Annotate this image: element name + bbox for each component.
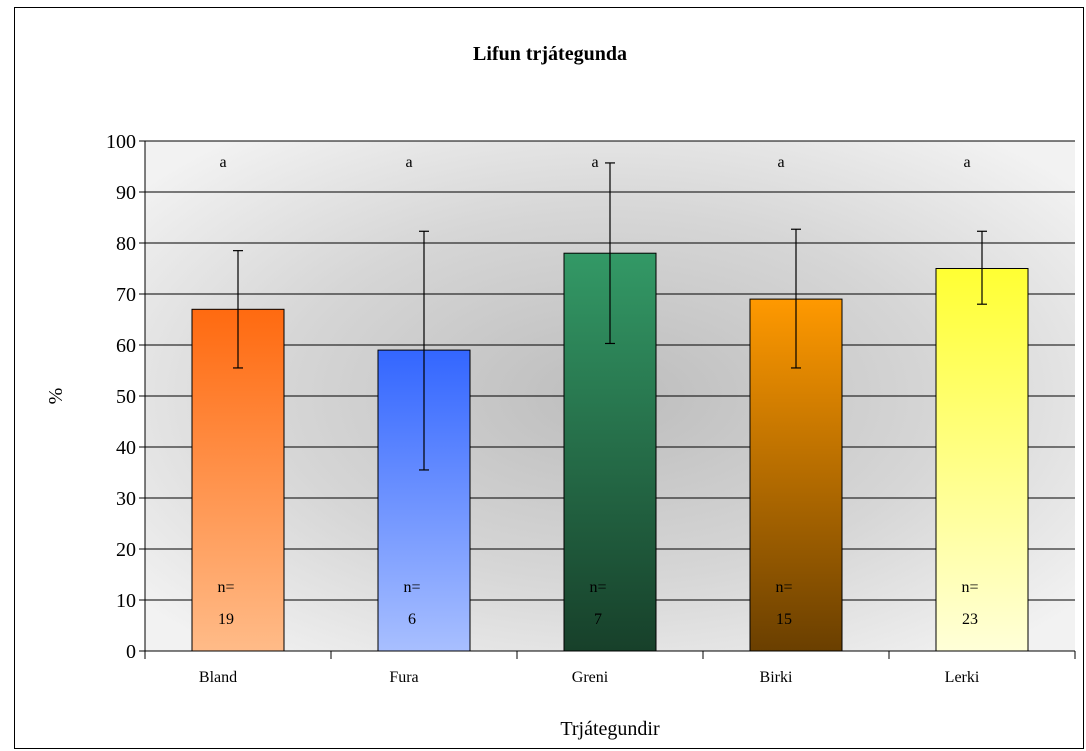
y-axis: 0 10 20 30 40 50 60 70 80 90 100	[106, 131, 146, 663]
significance-letter: a	[405, 154, 412, 171]
category-label: Fura	[389, 669, 418, 686]
n-value: 6	[408, 611, 416, 628]
category-label: Lerki	[945, 669, 980, 686]
n-label: n=	[961, 579, 978, 596]
y-tick-label: 30	[116, 488, 136, 510]
y-tick-label: 10	[116, 590, 136, 612]
n-value: 23	[962, 611, 978, 628]
y-tick-label: 50	[116, 386, 136, 408]
category-label: Greni	[572, 669, 609, 686]
error-bars	[233, 162, 987, 471]
x-axis: Bland Fura Greni Birki Lerki	[144, 650, 1076, 686]
y-tick-label: 70	[116, 284, 136, 306]
category-label: Bland	[199, 669, 237, 686]
y-tick-label: 100	[106, 131, 136, 153]
n-value: 15	[776, 611, 792, 628]
n-label: n=	[403, 579, 420, 596]
significance-letter: a	[963, 154, 970, 171]
significance-letter: a	[219, 154, 226, 171]
significance-letter: a	[777, 154, 784, 171]
y-tick-label: 90	[116, 182, 136, 204]
sample-size-labels: n= 19 n= 6 n= 7 n= 15 n= 23	[217, 579, 978, 628]
y-tick-label: 20	[116, 539, 136, 561]
y-axis-label: %	[45, 388, 67, 405]
x-axis-label: Trjátegundir	[560, 718, 660, 740]
y-tick-label: 0	[126, 641, 136, 663]
y-tick-label: 80	[116, 233, 136, 255]
n-value: 7	[594, 611, 602, 628]
y-tick-label: 40	[116, 437, 136, 459]
n-value: 19	[218, 611, 234, 628]
bar-lerki	[935, 268, 1029, 652]
n-label: n=	[589, 579, 606, 596]
y-tick-label: 60	[116, 335, 136, 357]
n-label: n=	[775, 579, 792, 596]
chart-title: Lifun trjátegunda	[473, 43, 627, 65]
n-label: n=	[217, 579, 234, 596]
category-label: Birki	[760, 669, 793, 686]
significance-letter: a	[591, 154, 598, 171]
